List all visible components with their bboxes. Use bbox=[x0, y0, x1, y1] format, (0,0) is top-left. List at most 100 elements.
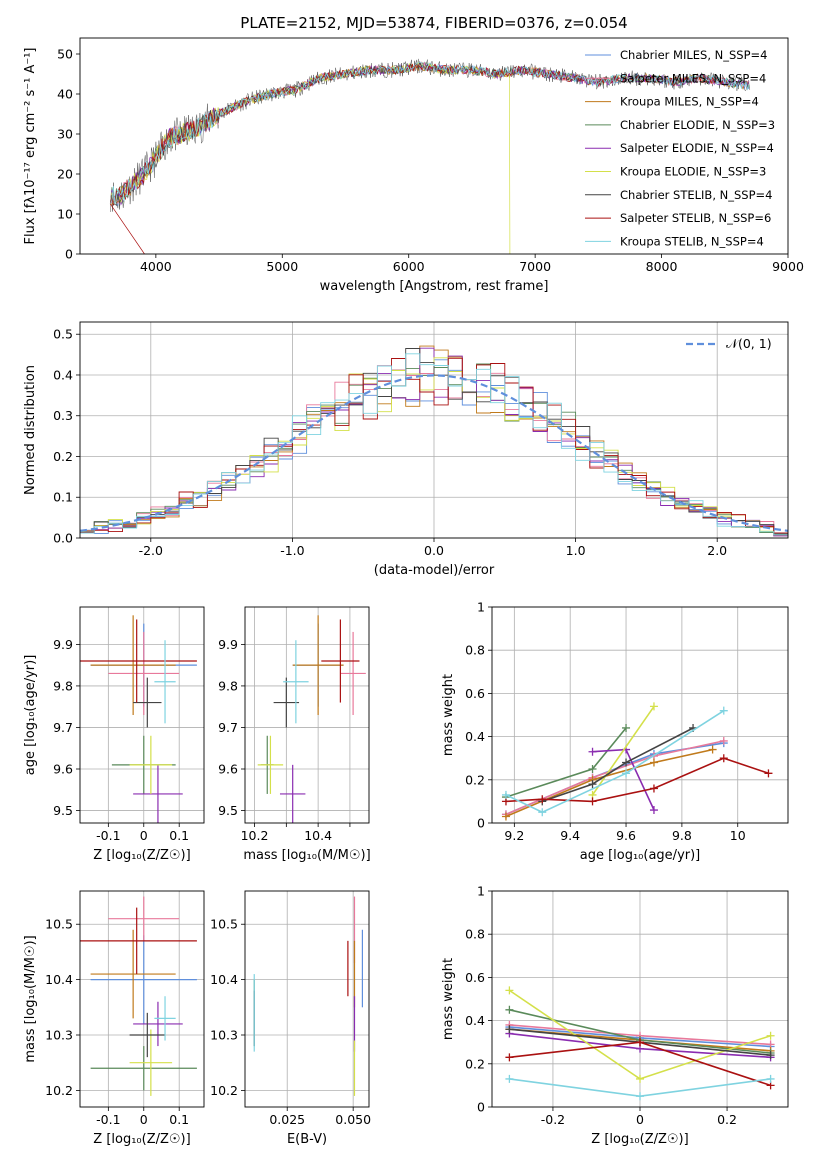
residuals-xtick-label: -1.0 bbox=[280, 543, 304, 558]
age-weight-xtick-label: 9.6 bbox=[616, 828, 636, 843]
z-weight-ylabel: mass weight bbox=[441, 958, 456, 1040]
z-age-ylabel: age [log₁₀(age/yr)] bbox=[23, 655, 38, 776]
age-weight-series-marker bbox=[649, 758, 658, 767]
residuals-xlabel: (data-model)/error bbox=[374, 563, 495, 578]
z-weight-frame bbox=[491, 890, 789, 1108]
spectrum-plot-area bbox=[109, 58, 751, 254]
age-weight-series-marker bbox=[622, 769, 631, 778]
mass-age-xlabel: mass [log₁₀(M/M☉)] bbox=[243, 848, 370, 863]
z-weight-ytick-label: 0.4 bbox=[465, 1013, 485, 1028]
mass-age-ytick-label: 9.9 bbox=[218, 637, 238, 652]
residuals-ytick-label: 0.0 bbox=[53, 531, 73, 546]
residuals-xtick-label: -2.0 bbox=[139, 543, 163, 558]
age-weight-ytick-label: 0.6 bbox=[465, 686, 485, 701]
residuals-plot-area bbox=[80, 345, 788, 537]
z-mass-xtick-label: -0.1 bbox=[96, 1112, 120, 1127]
age-weight-ytick-label: 1 bbox=[477, 600, 485, 615]
age-weight-series-line bbox=[505, 710, 725, 814]
spectrum-xtick-label: 5000 bbox=[266, 259, 298, 274]
ebv-mass-ytick-label: 10.3 bbox=[210, 1028, 238, 1043]
age-weight-series-marker bbox=[501, 812, 510, 821]
spectrum-xtick-label: 8000 bbox=[646, 259, 678, 274]
mass-age-ytick-label: 9.5 bbox=[218, 803, 238, 818]
mass-age-xtick-label: 10.4 bbox=[304, 828, 332, 843]
residuals-xtick-label: 2.0 bbox=[707, 543, 727, 558]
age-weight-series-line bbox=[505, 757, 769, 803]
ebv-mass-frame bbox=[244, 890, 370, 1108]
ebv-mass-xtick-label: 0.025 bbox=[269, 1112, 305, 1127]
z-weight-ytick-label: 1 bbox=[477, 884, 485, 899]
age-weight-series-line bbox=[542, 727, 694, 803]
z-weight-series-marker bbox=[636, 1038, 644, 1047]
z-weight-series-marker bbox=[505, 1025, 514, 1034]
z-age-frame bbox=[79, 606, 205, 824]
ebv-mass-xlabel: E(B-V) bbox=[287, 1132, 327, 1147]
age-weight-series-marker bbox=[588, 747, 597, 756]
z-age-plot-area bbox=[80, 615, 197, 823]
residuals-ytick-label: 0.4 bbox=[53, 367, 73, 382]
spectrum-axes: 4000 5000 6000 7000 8000 9000 0 10 20 30 40 50 wavel… bbox=[23, 47, 804, 295]
z-weight-ytick-label: 0.6 bbox=[465, 970, 485, 985]
z-weight-series-marker bbox=[766, 1031, 775, 1040]
age-weight-ytick-label: 0.2 bbox=[465, 772, 485, 787]
age-weight-xlabel: age [log₁₀(age/yr)] bbox=[580, 848, 701, 863]
z-age-ytick-label: 9.5 bbox=[53, 803, 73, 818]
z-weight-series-marker bbox=[505, 1005, 514, 1014]
mass-age-xtick-label: 10.2 bbox=[241, 828, 269, 843]
mass-age-frame bbox=[244, 606, 370, 824]
z-weight-series-marker bbox=[766, 1051, 775, 1060]
legend-label-0: Chabrier MILES, N_SSP=4 bbox=[620, 48, 767, 62]
age-weight-series-marker bbox=[501, 790, 510, 799]
normal-reference-curve bbox=[80, 374, 788, 532]
mass-age-plot-area bbox=[257, 615, 366, 823]
z-mass-ytick-label: 10.3 bbox=[45, 1028, 73, 1043]
spectrum-legend: Chabrier MILES, N_SSP=4 Salpeter MILES, N… bbox=[585, 48, 775, 248]
residuals-legend: 𝒩(0, 1) bbox=[686, 336, 772, 351]
z-mass-xtick-label: 0 bbox=[140, 1112, 148, 1127]
age-weight-series-marker bbox=[719, 736, 728, 745]
z-mass-ylabel: mass [log₁₀(M/M☉)] bbox=[23, 935, 38, 1062]
residuals-ytick-label: 0.5 bbox=[53, 327, 73, 342]
z-weight-ytick-label: 0.8 bbox=[465, 927, 485, 942]
ebv-mass-plot-area bbox=[253, 896, 364, 1096]
z-mass-xtick-label: 0.1 bbox=[169, 1112, 189, 1127]
model-spectrum-5 bbox=[109, 61, 511, 254]
residuals-ytick-label: 0.1 bbox=[53, 490, 73, 505]
z-age-ytick-label: 9.9 bbox=[53, 637, 73, 652]
z-mass-plot-area bbox=[80, 896, 197, 1096]
age-weight-plot-area bbox=[501, 702, 773, 821]
age-weight-frame bbox=[491, 606, 789, 824]
age-weight-ytick-label: 0 bbox=[477, 816, 485, 831]
legend-label-7: Salpeter STELIB, N_SSP=6 bbox=[620, 211, 771, 225]
z-age-xtick-label: 0.1 bbox=[169, 828, 189, 843]
z-weight-series-marker bbox=[636, 1074, 644, 1083]
legend-label-2: Kroupa MILES, N_SSP=4 bbox=[620, 95, 759, 109]
ebv-mass-axes: 0.025 0.050 10.2 10.3 10.4 10.5 E(B-V) bbox=[210, 891, 371, 1147]
z-weight-series-marker bbox=[766, 1074, 775, 1083]
spectrum-xtick-label: 9000 bbox=[772, 259, 804, 274]
age-weight-series-line bbox=[505, 748, 713, 818]
z-weight-ytick-label: 0.2 bbox=[465, 1056, 485, 1071]
ebv-mass-xtick-label: 0.050 bbox=[335, 1112, 371, 1127]
age-weight-ytick-label: 0.4 bbox=[465, 729, 485, 744]
z-age-xtick-label: 0 bbox=[140, 828, 148, 843]
residuals-frame bbox=[79, 321, 789, 539]
legend-label-1: Salpeter MILES, N_SSP=4 bbox=[620, 71, 766, 85]
z-mass-xlabel: Z [log₁₀(Z/Z☉)] bbox=[93, 1132, 190, 1147]
age-weight-series-marker bbox=[719, 706, 728, 715]
age-weight-series-marker bbox=[622, 723, 631, 732]
figure-title: PLATE=2152, MJD=53874, FIBERID=0376, z=0… bbox=[240, 14, 627, 32]
age-weight-xtick-label: 9.4 bbox=[560, 828, 580, 843]
z-age-xlabel: Z [log₁₀(Z/Z☉)] bbox=[93, 848, 190, 863]
age-weight-series-line bbox=[591, 705, 655, 796]
age-weight-series-marker bbox=[649, 784, 658, 793]
legend-label-normal: 𝒩(0, 1) bbox=[726, 336, 772, 351]
age-weight-series-line bbox=[505, 740, 724, 816]
z-weight-xlabel: Z [log₁₀(Z/Z☉)] bbox=[591, 1132, 688, 1147]
age-weight-series-marker bbox=[588, 765, 597, 773]
age-weight-xtick-label: 9.8 bbox=[672, 828, 692, 843]
z-weight-xtick-label: 0.2 bbox=[717, 1112, 737, 1127]
spectrum-ytick-label: 30 bbox=[57, 127, 73, 142]
z-age-xtick-label: -0.1 bbox=[96, 828, 120, 843]
age-weight-series-marker bbox=[649, 702, 658, 711]
